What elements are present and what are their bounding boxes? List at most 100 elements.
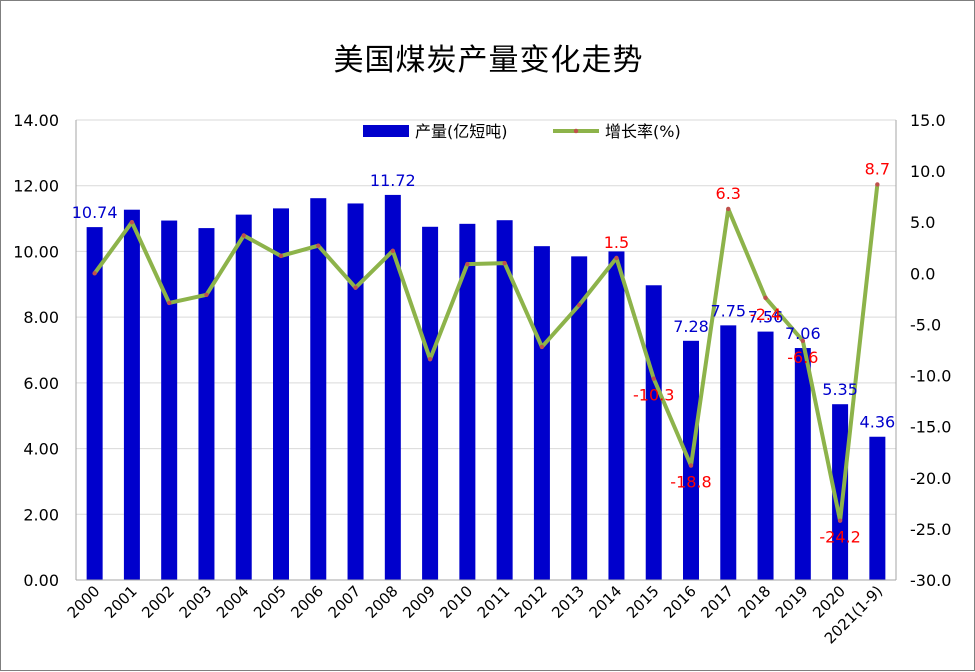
bar	[757, 331, 774, 580]
line-point	[353, 285, 358, 290]
y-left-tick-label: 6.00	[23, 374, 59, 393]
x-tick-label: 2000	[64, 582, 104, 622]
y-right-tick-label: -25.0	[910, 520, 951, 539]
line-point	[390, 248, 396, 254]
y-right-tick-label: 15.0	[910, 111, 946, 130]
x-tick-label: 2015	[623, 582, 663, 622]
line-point	[875, 182, 880, 187]
legend-bar-swatch	[363, 125, 409, 137]
chart-title: 美国煤炭产量变化走势	[333, 43, 644, 78]
bar-data-label: 10.74	[72, 203, 118, 222]
y-left-tick-label: 8.00	[23, 308, 59, 327]
x-tick-label: 2005	[250, 582, 290, 622]
data-labels: 10.74 11.72 7.287.75 7.567.06 5.354.36 1.5 -10…	[72, 159, 895, 546]
line-point	[465, 261, 470, 267]
y-left-tick-label: 2.00	[23, 505, 59, 524]
line-point	[241, 233, 246, 238]
y-right-tick-label: -10.0	[910, 367, 951, 386]
bar-data-label: 7.56	[748, 308, 784, 327]
bar	[608, 251, 625, 580]
y-right-tick-label: -20.0	[910, 469, 951, 488]
y-right-tick-label: 10.0	[910, 162, 946, 181]
x-tick-label: 2006	[287, 582, 327, 622]
bar	[645, 285, 662, 580]
line-point	[614, 255, 619, 261]
line-data-label: -2.4	[750, 305, 781, 324]
x-tick-label: 2013	[548, 582, 588, 622]
x-tick-label: 2003	[176, 582, 216, 622]
bar	[571, 256, 588, 580]
x-tick-label: 2012	[511, 582, 551, 622]
x-tick-label: 2009	[399, 582, 439, 622]
bar	[235, 214, 252, 580]
line-point	[539, 344, 545, 350]
bar	[832, 404, 849, 580]
y-left-tick-label: 12.00	[13, 177, 59, 196]
growth-line	[93, 184, 880, 523]
bar	[533, 246, 550, 580]
y-left-tick-label: 14.00	[13, 111, 59, 130]
x-tick-label: 2018	[735, 582, 775, 622]
bar	[496, 220, 513, 580]
bar-data-label: 4.36	[860, 413, 896, 432]
x-tick-label: 2016	[660, 582, 700, 622]
x-tick-label: 2011	[474, 582, 514, 622]
line-point	[763, 295, 768, 301]
legend-bar-label: 产量(亿短吨)	[415, 122, 508, 141]
line-data-label: -6.6	[787, 348, 818, 367]
bar	[720, 325, 737, 580]
line-data-label: 6.3	[716, 184, 741, 203]
line-point	[726, 206, 731, 212]
bar	[273, 208, 289, 580]
bar	[161, 220, 178, 581]
bar	[869, 436, 886, 580]
line-data-label: 8.7	[865, 159, 890, 178]
line-data-label: -18.8	[670, 473, 711, 492]
y-right-tick-label: -15.0	[910, 418, 951, 437]
legend-line-label: 增长率(%)	[605, 122, 681, 141]
x-tick-label: 2008	[362, 582, 402, 622]
y-right-tick-label: -30.0	[910, 571, 951, 590]
legend: 产量(亿短吨) 增长率(%)	[363, 122, 681, 141]
bar-series	[86, 194, 886, 581]
line-data-label: -10.3	[633, 386, 674, 405]
x-tick-label: 2019	[772, 582, 812, 622]
bar	[384, 194, 401, 580]
bar-data-label: 11.72	[370, 171, 416, 190]
line-point	[166, 300, 172, 306]
bar	[123, 209, 140, 580]
x-tick-label: 2010	[436, 582, 476, 622]
line-data-label: -24.2	[819, 528, 860, 547]
x-tick-label: 2017	[697, 582, 737, 622]
x-tick-label: 2014	[586, 582, 626, 622]
bar-data-label: 7.06	[785, 324, 821, 343]
bar	[310, 198, 327, 580]
x-tick-label: 2001	[101, 582, 141, 622]
legend-line-marker	[573, 128, 579, 134]
line-point	[800, 338, 806, 343]
bar	[198, 228, 215, 580]
bar-data-label: 7.28	[673, 317, 709, 336]
line-point	[278, 253, 284, 259]
line-point	[204, 292, 209, 297]
bar	[86, 227, 103, 580]
bar	[794, 348, 811, 580]
bar-data-label: 5.35	[822, 380, 858, 399]
y-right-tick-label: 5.0	[910, 213, 935, 232]
line-point	[651, 376, 656, 381]
bar	[459, 223, 476, 581]
x-tick-label: 2007	[325, 582, 365, 622]
line-point	[427, 357, 433, 362]
line-point	[576, 302, 582, 308]
x-tick-label: 2002	[138, 582, 178, 622]
y-left-tick-label: 4.00	[23, 440, 59, 459]
line-point	[837, 518, 843, 523]
line-series	[92, 182, 880, 523]
y-right-tick-label: 0.0	[910, 264, 935, 283]
y-left-tick-label: 0.00	[23, 571, 59, 590]
y-left-tick-label: 10.00	[13, 242, 59, 261]
line-data-label: 1.5	[604, 233, 629, 252]
x-tick-label: 2004	[213, 582, 253, 622]
